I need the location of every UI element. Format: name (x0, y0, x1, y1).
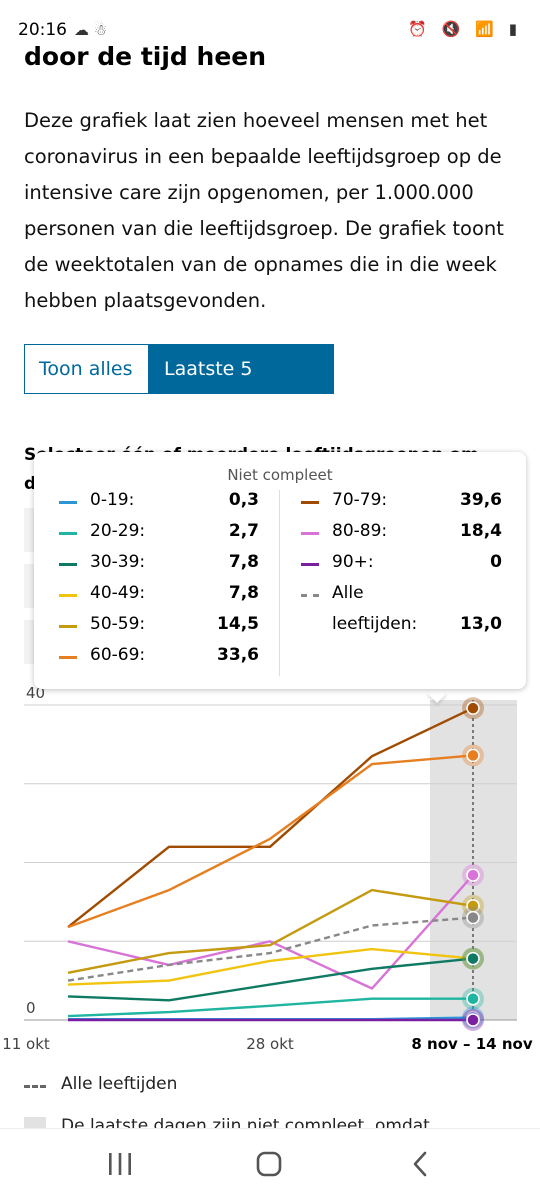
tooltip-row: 60-69: 33,6 (59, 645, 259, 669)
tooltip-series-value: 33,6 (217, 645, 259, 665)
recent-apps-icon[interactable] (100, 1149, 140, 1179)
tooltip-series-value: 2,7 (228, 521, 259, 541)
tooltip-series-name: 0-19: (90, 490, 135, 510)
tooltip-row: 40-49: 7,8 (59, 583, 259, 607)
tooltip-row: 70-79: 39,6 (301, 490, 502, 514)
tooltip-series-value: 14,5 (217, 614, 259, 634)
x-tick-label: 11 okt (2, 1035, 50, 1053)
tooltip-series-name: 50-59: (90, 614, 146, 634)
tooltip-series-name: 40-49: (90, 583, 146, 603)
x-tick-label: 28 okt (246, 1035, 294, 1053)
tooltip-row: 90+: 0 (301, 552, 502, 576)
hover-marker (466, 910, 480, 925)
hover-marker (466, 748, 480, 763)
show-all-button[interactable]: Toon alles (24, 344, 149, 394)
legend-all-ages-label: Alle leeftijden (61, 1074, 178, 1094)
tooltip-series-name: 70-79: (332, 490, 388, 510)
android-nav-bar (0, 1128, 540, 1201)
hover-marker (466, 1013, 480, 1027)
last-weeks-button[interactable]: Laatste 5 weken (149, 344, 334, 428)
section-intro: Deze grafiek laat zien hoeveel mensen me… (24, 109, 504, 312)
series-key (301, 532, 319, 535)
hover-marker (466, 868, 480, 882)
series-line (67, 754, 474, 929)
hover-marker (466, 951, 480, 966)
series-key (59, 501, 77, 504)
tooltip-row: 0-19: 0,3 (59, 490, 259, 514)
series-line (67, 916, 474, 982)
tooltip-series-value: 0 (490, 552, 502, 572)
series-key (59, 625, 77, 628)
series-line (67, 707, 474, 929)
tooltip-series-value: 39,6 (460, 490, 502, 510)
tooltip-series-value: 7,8 (228, 552, 259, 572)
series-key (301, 594, 319, 597)
status-system-icons: ⏰ 🔇 📶 ▮ (408, 20, 522, 38)
hover-marker (466, 701, 480, 715)
series-line (67, 947, 474, 986)
series-key (59, 563, 77, 566)
tooltip-series-name: 20-29: (90, 521, 146, 541)
series-line (67, 957, 474, 1002)
home-icon[interactable] (249, 1149, 289, 1179)
tooltip-divider (279, 490, 280, 676)
tooltip-series-value: 18,4 (460, 521, 502, 541)
tooltip-series-name: Alle (332, 583, 364, 603)
tooltip-series-name: 60-69: (90, 645, 146, 665)
tooltip-series-value: 13,0 (460, 614, 502, 634)
tooltip-series-name: 80-89: (332, 521, 388, 541)
x-tick-label-highlighted: 8 nov – 14 nov (411, 1035, 532, 1053)
tooltip-row: 30-39: 7,8 (59, 552, 259, 576)
status-notification-icons: ☁ ☃ (74, 21, 108, 39)
tooltip-row: leeftijden: 13,0 (301, 614, 502, 638)
tooltip-header: Niet compleet (227, 466, 333, 484)
series-key (59, 594, 77, 597)
series-line (67, 888, 474, 974)
status-bar: 20:16 ☁ ☃ ⏰ 🔇 📶 ▮ (0, 0, 540, 40)
tooltip-series-value: 7,8 (228, 583, 259, 603)
tooltip-row: 80-89: 18,4 (301, 521, 502, 545)
section-heading: door de tijd heen (24, 42, 267, 71)
tooltip-series-value: 0,3 (228, 490, 259, 510)
tooltip-row: 20-29: 2,7 (59, 521, 259, 545)
hover-marker (466, 991, 480, 1006)
series-line (67, 997, 473, 1018)
tooltip-series-name: 90+: (332, 552, 374, 572)
series-key (301, 563, 319, 566)
tooltip-row: 50-59: 14,5 (59, 614, 259, 638)
series-key (301, 501, 319, 504)
chart-tooltip: Niet compleet 0-19: 0,3 20-29: 2,7 30-39: 7,8… (34, 452, 526, 689)
tooltip-row: Alle (301, 583, 502, 607)
series-key (59, 656, 77, 659)
dashed-line-key (24, 1085, 46, 1088)
series-key (59, 532, 77, 535)
tooltip-series-name: leeftijden: (332, 614, 418, 634)
status-time: 20:16 (18, 20, 67, 40)
tooltip-series-name: 30-39: (90, 552, 146, 572)
back-icon[interactable] (401, 1149, 441, 1179)
y-tick-label: 0 (26, 999, 36, 1017)
series-line (67, 874, 474, 990)
period-toggle: Toon alles Laatste 5 weken (24, 344, 334, 428)
